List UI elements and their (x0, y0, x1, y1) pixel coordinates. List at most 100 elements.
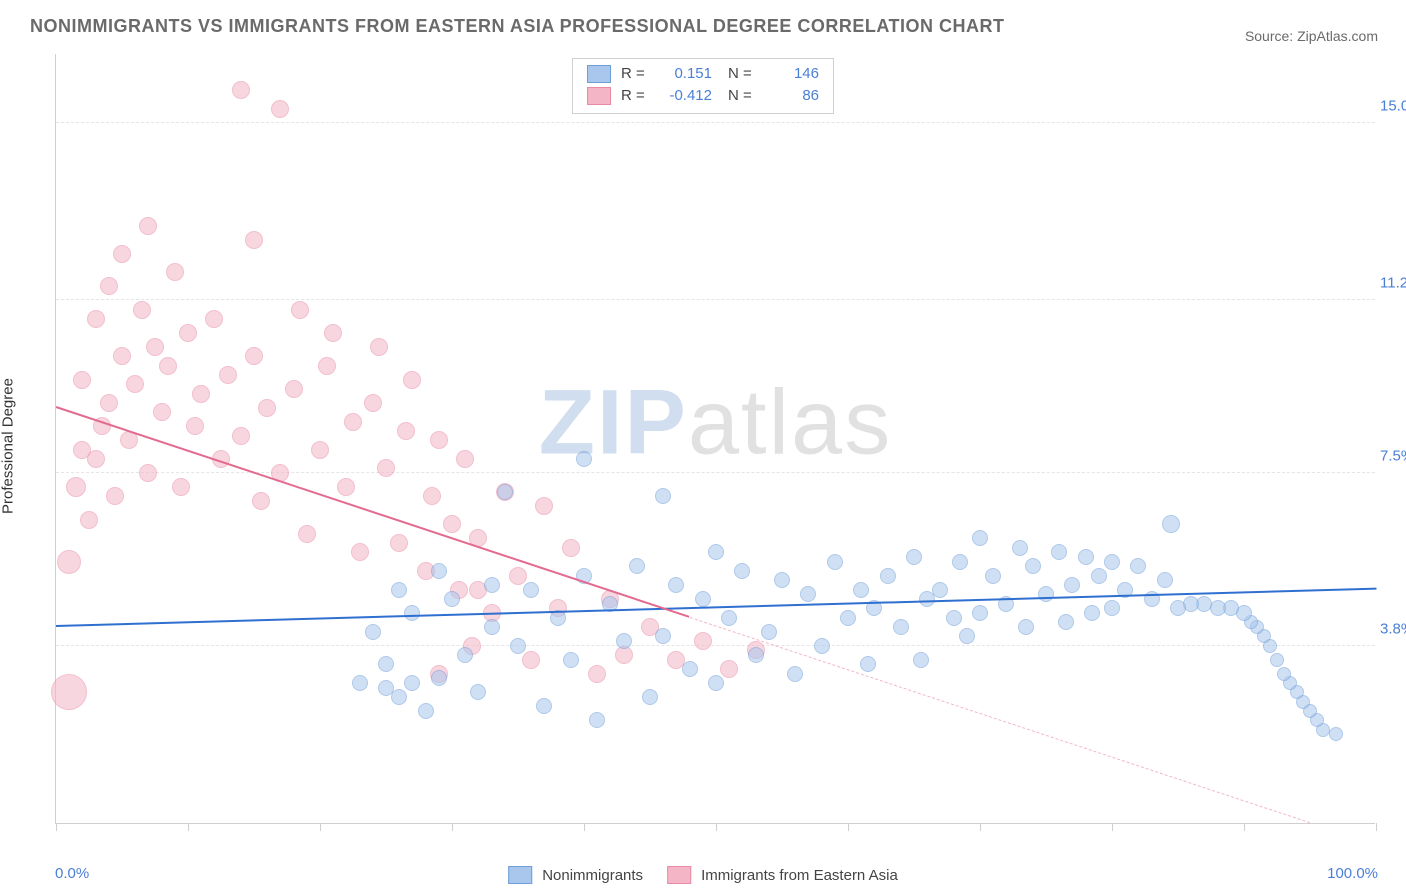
data-point (370, 338, 388, 356)
data-point (536, 698, 552, 714)
data-point (1038, 586, 1054, 602)
data-point (73, 371, 91, 389)
data-point (932, 582, 948, 598)
data-point (589, 712, 605, 728)
data-point (291, 301, 309, 319)
data-point (814, 638, 830, 654)
data-point (397, 422, 415, 440)
legend-label: Immigrants from Eastern Asia (701, 867, 898, 884)
n-value-pink: 86 (764, 85, 819, 107)
data-point (205, 310, 223, 328)
data-point (430, 431, 448, 449)
data-point (456, 450, 474, 468)
data-point (1329, 727, 1343, 741)
legend-swatch (508, 866, 532, 884)
data-point (1162, 515, 1180, 533)
data-point (377, 459, 395, 477)
data-point (113, 245, 131, 263)
data-point (800, 586, 816, 602)
data-point (1051, 544, 1067, 560)
data-point (668, 577, 684, 593)
n-value-blue: 146 (764, 63, 819, 85)
x-tick (320, 823, 321, 831)
data-point (57, 550, 81, 574)
data-point (1104, 600, 1120, 616)
data-point (913, 652, 929, 668)
data-point (535, 497, 553, 515)
data-point (522, 651, 540, 669)
data-point (404, 675, 420, 691)
data-point (748, 647, 764, 663)
data-point (100, 394, 118, 412)
watermark-atlas: atlas (688, 372, 892, 474)
data-point (219, 366, 237, 384)
chart-title: NONIMMIGRANTS VS IMMIGRANTS FROM EASTERN… (30, 16, 1005, 37)
data-point (642, 689, 658, 705)
data-point (774, 572, 790, 588)
data-point (391, 689, 407, 705)
swatch-blue (587, 65, 611, 83)
data-point (734, 563, 750, 579)
plot-area: ZIPatlas 3.8%7.5%11.2%15.0% (55, 54, 1375, 824)
data-point (378, 656, 394, 672)
data-point (403, 371, 421, 389)
data-point (708, 675, 724, 691)
data-point (694, 632, 712, 650)
legend-item: Immigrants from Eastern Asia (667, 866, 898, 884)
x-tick (56, 823, 57, 831)
y-tick-label: 11.2% (1380, 275, 1406, 292)
swatch-pink (587, 87, 611, 105)
data-point (245, 347, 263, 365)
data-point (431, 670, 447, 686)
data-point (179, 324, 197, 342)
data-point (761, 624, 777, 640)
data-point (258, 399, 276, 417)
x-tick (1376, 823, 1377, 831)
data-point (576, 451, 592, 467)
trend-line (689, 617, 1310, 823)
gridline (56, 645, 1375, 646)
data-point (404, 605, 420, 621)
legend-row-blue: R = 0.151 N = 146 (587, 63, 819, 85)
data-point (232, 81, 250, 99)
data-point (959, 628, 975, 644)
data-point (484, 577, 500, 593)
x-tick (584, 823, 585, 831)
data-point (390, 534, 408, 552)
data-point (285, 380, 303, 398)
data-point (133, 301, 151, 319)
data-point (1277, 667, 1291, 681)
data-point (344, 413, 362, 431)
data-point (252, 492, 270, 510)
data-point (509, 567, 527, 585)
legend-row-pink: R = -0.412 N = 86 (587, 85, 819, 107)
x-tick (980, 823, 981, 831)
data-point (245, 231, 263, 249)
data-point (655, 488, 671, 504)
data-point (616, 633, 632, 649)
data-point (352, 675, 368, 691)
data-point (1104, 554, 1120, 570)
data-point (378, 680, 394, 696)
data-point (853, 582, 869, 598)
data-point (159, 357, 177, 375)
trend-line (56, 406, 690, 618)
x-axis-max-label: 100.0% (1327, 865, 1378, 882)
data-point (484, 619, 500, 635)
data-point (106, 487, 124, 505)
data-point (271, 100, 289, 118)
series-legend: NonimmigrantsImmigrants from Eastern Asi… (508, 866, 898, 884)
data-point (431, 563, 447, 579)
data-point (563, 652, 579, 668)
data-point (51, 674, 87, 710)
data-point (523, 582, 539, 598)
x-tick (452, 823, 453, 831)
data-point (655, 628, 671, 644)
data-point (1025, 558, 1041, 574)
x-tick (1112, 823, 1113, 831)
data-point (497, 484, 513, 500)
data-point (365, 624, 381, 640)
data-point (418, 703, 434, 719)
r-value-blue: 0.151 (657, 63, 712, 85)
x-tick (188, 823, 189, 831)
